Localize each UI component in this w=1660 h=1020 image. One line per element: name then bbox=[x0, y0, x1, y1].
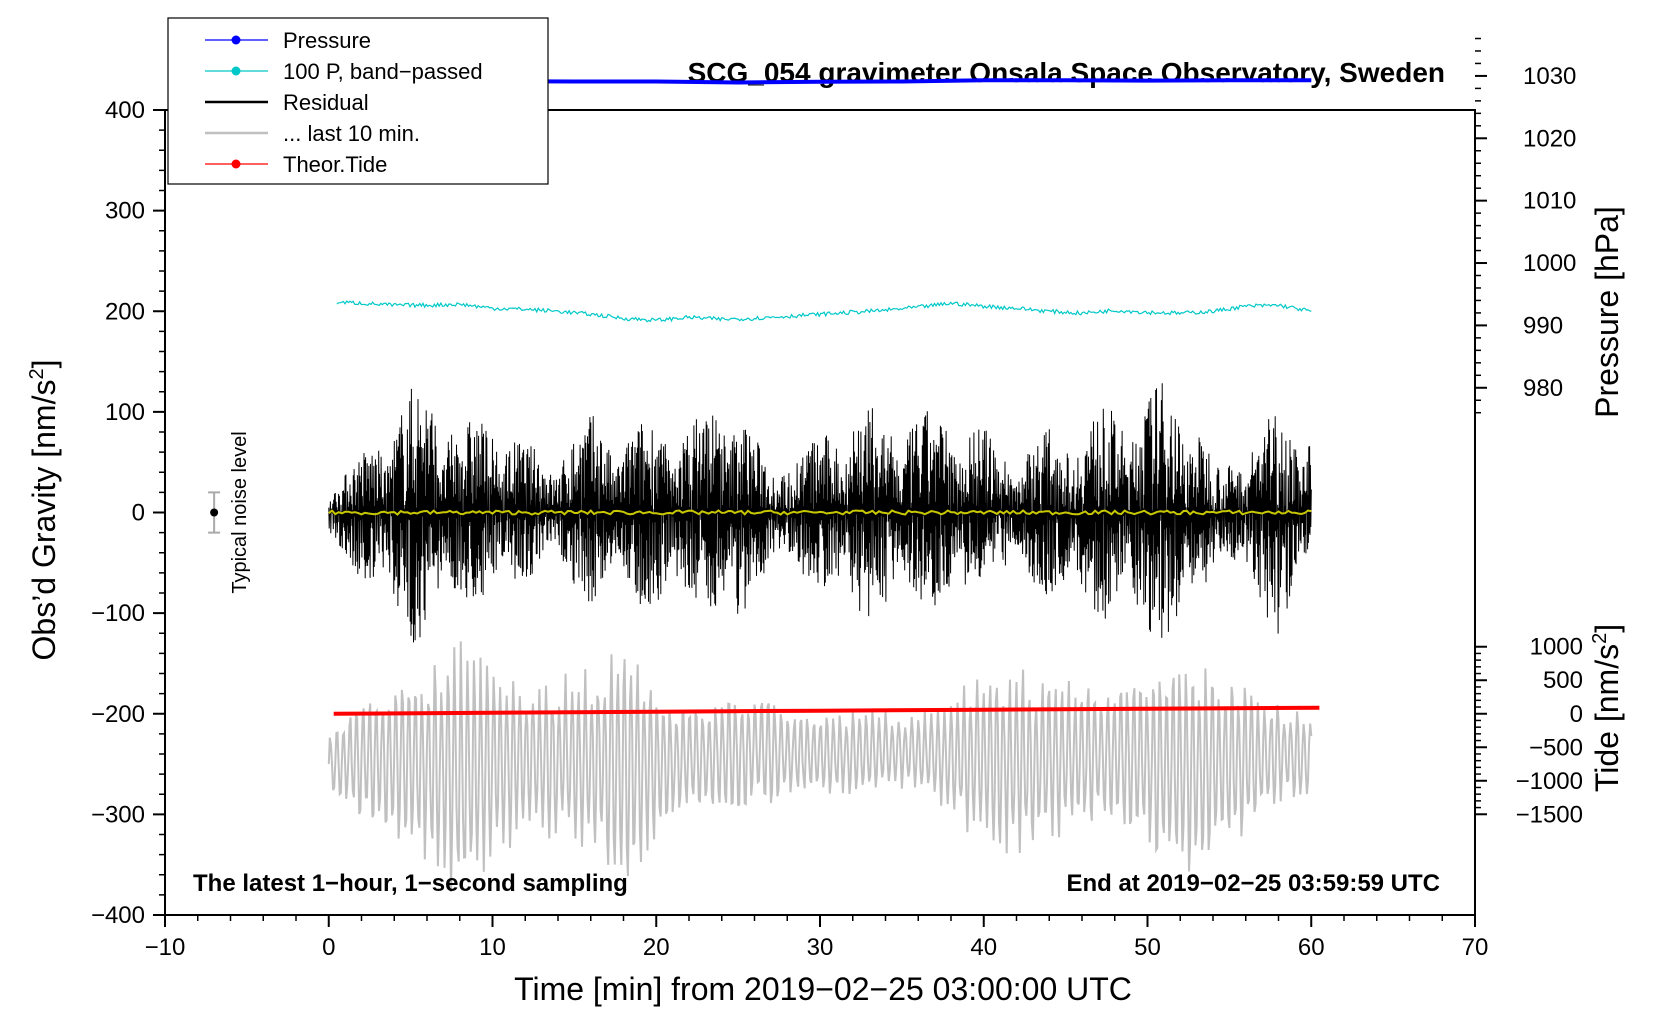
tide-tick-label: −500 bbox=[1529, 734, 1583, 761]
x-tick-label: 30 bbox=[807, 934, 834, 961]
pressure-tick-label: 1010 bbox=[1523, 188, 1576, 215]
y-tick-label: 100 bbox=[105, 399, 145, 426]
tide-axis-title-main: Tide [nm/s bbox=[1589, 644, 1625, 792]
tide-axis: 1000 500 0 −500 −1000 −1500 bbox=[1475, 634, 1583, 828]
typical-noise-level bbox=[208, 491, 221, 534]
tide-tick-label: 1000 bbox=[1530, 634, 1583, 661]
x-tick-label: 40 bbox=[970, 934, 997, 961]
x-tick-label: 0 bbox=[322, 934, 335, 961]
legend-label: Theor.Tide bbox=[283, 152, 387, 177]
y-tick-label: −100 bbox=[91, 600, 145, 627]
last-10-min-line bbox=[327, 641, 1313, 893]
y-tick-label: 0 bbox=[132, 500, 145, 527]
pressure-tick-label: 1000 bbox=[1523, 250, 1576, 277]
residual-line bbox=[328, 383, 1312, 643]
y-tick-label: 400 bbox=[105, 97, 145, 124]
noise-center-dot bbox=[210, 508, 219, 517]
pressure-tick-label: 980 bbox=[1523, 375, 1563, 402]
left-y-axis-title-main: Obs’d Gravity [nm/s bbox=[26, 380, 62, 661]
tide-axis-title-sup: 2 bbox=[1589, 633, 1611, 644]
plot-area bbox=[164, 78, 1476, 916]
residual-mean-line bbox=[328, 509, 1312, 516]
left-y-axis-title-end: ] bbox=[26, 360, 62, 369]
x-tick-label: 50 bbox=[1134, 934, 1161, 961]
y-tick-label: −200 bbox=[91, 701, 145, 728]
y-tick-label: −300 bbox=[91, 801, 145, 828]
footer-sampling-note: The latest 1−hour, 1−second sampling bbox=[193, 870, 628, 897]
pressure-axis-title: Pressure [hPa] bbox=[1589, 206, 1625, 418]
tide-tick-label: 0 bbox=[1570, 701, 1583, 728]
x-tick-label: 60 bbox=[1298, 934, 1325, 961]
y-tick-label: 200 bbox=[105, 298, 145, 325]
legend-label: 100 P, band−passed bbox=[283, 59, 483, 84]
legend-marker bbox=[231, 66, 241, 76]
tide-axis-title: Tide [nm/s2] bbox=[1589, 624, 1625, 792]
pressure-tick-label: 1030 bbox=[1523, 63, 1576, 90]
left-y-axis: 400 300 200 100 0 −100 −200 −300 −400 bbox=[91, 97, 165, 929]
band-passed-pressure-line bbox=[336, 300, 1312, 323]
tide-axis-title-end: ] bbox=[1589, 624, 1625, 633]
legend-label: ... last 10 min. bbox=[283, 121, 420, 146]
tide-tick-label: −1000 bbox=[1516, 768, 1583, 795]
footer-end-time: End at 2019−02−25 03:59:59 UTC bbox=[1066, 870, 1440, 897]
y-tick-label: −400 bbox=[91, 902, 145, 929]
x-axis-title: Time [min] from 2019−02−25 03:00:00 UTC bbox=[514, 971, 1132, 1007]
x-tick-label: −10 bbox=[145, 934, 186, 961]
left-y-axis-title: Obs’d Gravity [nm/s2] bbox=[26, 360, 62, 661]
tide-tick-label: 500 bbox=[1543, 667, 1583, 694]
legend-label: Pressure bbox=[283, 28, 371, 53]
legend-marker bbox=[231, 159, 241, 169]
y-tick-label: 300 bbox=[105, 198, 145, 225]
x-tick-label: 10 bbox=[479, 934, 506, 961]
left-y-axis-title-sup: 2 bbox=[26, 368, 48, 379]
x-tick-label: 20 bbox=[643, 934, 670, 961]
theoretical-tide-line bbox=[333, 705, 1320, 716]
legend: Pressure 100 P, band−passed Residual ... la… bbox=[167, 17, 549, 185]
typical-noise-level-label: Typical noise level bbox=[229, 431, 251, 593]
tide-tick-label: −1500 bbox=[1516, 801, 1583, 828]
x-axis: −10 0 10 20 30 40 50 60 70 bbox=[145, 915, 1489, 961]
legend-label: Residual bbox=[283, 90, 369, 115]
legend-marker bbox=[231, 35, 241, 45]
pressure-axis: 1030 1020 1010 1000 990 980 bbox=[1475, 37, 1576, 414]
pressure-tick-label: 990 bbox=[1523, 312, 1563, 339]
pressure-tick-label: 1020 bbox=[1523, 125, 1576, 152]
x-tick-label: 70 bbox=[1462, 934, 1489, 961]
